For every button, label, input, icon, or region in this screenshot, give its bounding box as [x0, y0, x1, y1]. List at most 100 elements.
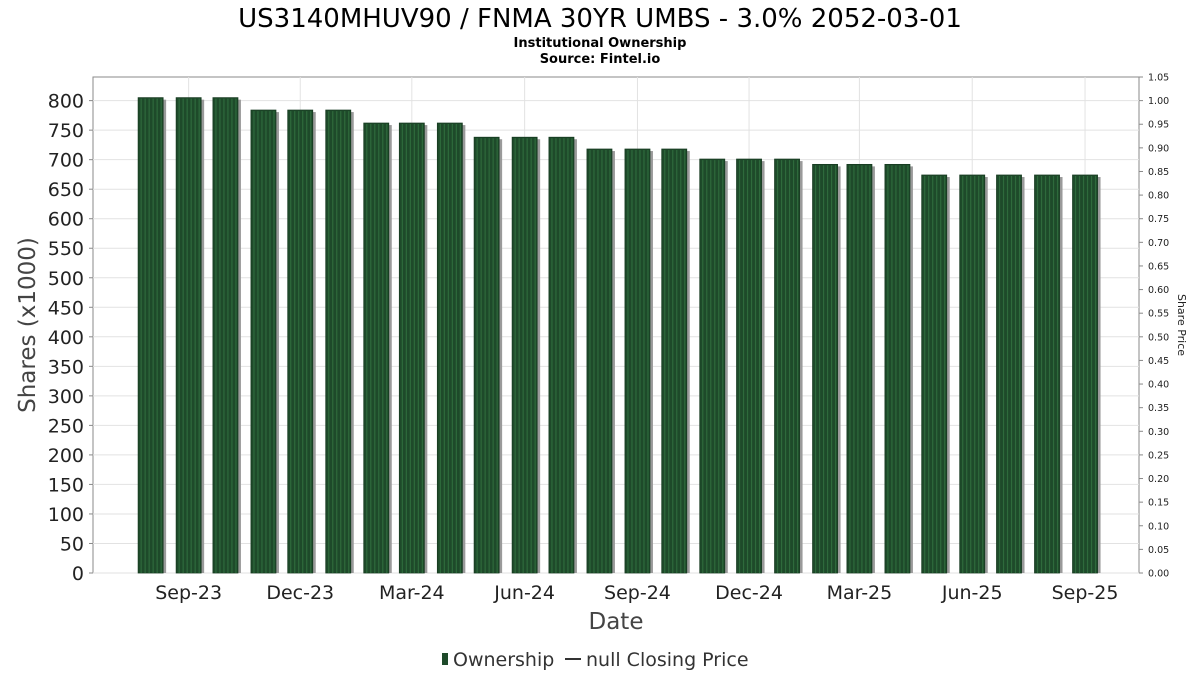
- chart-subtitle-ownership: Institutional Ownership: [514, 36, 687, 51]
- bar: [661, 148, 690, 574]
- y2-tick-label: 1.00: [1148, 96, 1169, 107]
- bar: [846, 163, 875, 574]
- bar: [436, 122, 466, 574]
- x-axis-ticks: Sep-23 Dec-23 Mar-24 Jun-24 Sep-24 Dec-24 Mar-…: [155, 582, 1118, 604]
- y2-axis-ticks: 0.00 0.05 0.10 0.15 0.20 0.25 0.30 0.35 0.40 0.45…: [1139, 73, 1169, 580]
- y-axis-label: Shares (x1000): [15, 237, 41, 413]
- bar-body: [175, 97, 202, 574]
- y2-tick-label: 0.20: [1148, 474, 1169, 485]
- y-tick-label: 350: [48, 356, 84, 378]
- y2-tick-label: 0.70: [1148, 238, 1169, 249]
- y-tick-label: 600: [48, 209, 84, 231]
- y2-tick-label: 0.15: [1148, 498, 1169, 509]
- y2-axis-label: Share Price: [1175, 294, 1188, 356]
- y-tick-label: 50: [60, 533, 84, 555]
- bar: [699, 158, 728, 574]
- bar: [287, 109, 316, 574]
- y2-tick-label: 0.60: [1148, 285, 1169, 296]
- x-tick-label: Mar-24: [379, 582, 445, 604]
- bar-body: [137, 97, 164, 574]
- bar-body: [921, 174, 948, 574]
- y2-tick-label: 0.40: [1148, 380, 1169, 391]
- bar-body: [959, 174, 986, 574]
- bar: [363, 122, 392, 574]
- x-tick-label: Dec-23: [266, 582, 334, 604]
- legend-swatch-ownership: [442, 653, 448, 665]
- bar: [137, 97, 167, 574]
- bar: [511, 136, 541, 574]
- y2-tick-label: 0.05: [1148, 545, 1169, 556]
- bar-body: [250, 109, 277, 574]
- bar-body: [325, 109, 352, 574]
- bar: [624, 148, 653, 574]
- y2-tick-label: 0.65: [1148, 261, 1169, 272]
- bar: [921, 174, 950, 574]
- y-tick-label: 300: [48, 386, 84, 408]
- y-tick-label: 150: [48, 474, 84, 496]
- bar: [1072, 174, 1101, 574]
- bar: [548, 136, 577, 574]
- y-axis-ticks: 0 50 100 150 200 250 300 350 400 450 500 550 600 650 7…: [48, 91, 93, 585]
- bar-body: [846, 163, 873, 574]
- y2-tick-label: 0.55: [1148, 309, 1169, 320]
- bar: [473, 136, 503, 574]
- y2-tick-label: 0.80: [1148, 191, 1169, 202]
- y-tick-label: 750: [48, 120, 84, 142]
- bar: [812, 163, 841, 574]
- y2-tick-label: 0.35: [1148, 403, 1169, 414]
- x-tick-label: Jun-24: [493, 582, 555, 604]
- bar-body: [548, 136, 575, 574]
- bar-body: [212, 97, 239, 574]
- y-tick-label: 500: [48, 268, 84, 290]
- bar: [736, 158, 765, 574]
- bar-body: [473, 136, 500, 574]
- bar: [959, 174, 988, 574]
- y-tick-label: 250: [48, 415, 84, 437]
- bar: [325, 109, 354, 574]
- bar-body: [996, 174, 1022, 574]
- y-tick-label: 800: [48, 91, 84, 113]
- bar-body: [661, 148, 688, 574]
- x-tick-label: Mar-25: [827, 582, 893, 604]
- bar-body: [699, 158, 726, 574]
- bar-body: [812, 163, 838, 574]
- y-tick-label: 100: [48, 504, 84, 526]
- y-tick-label: 0: [72, 563, 84, 585]
- x-tick-label: Jun-25: [941, 582, 1003, 604]
- y2-tick-label: 1.05: [1148, 73, 1169, 84]
- bar-body: [511, 136, 538, 574]
- bar: [996, 174, 1025, 574]
- y2-tick-label: 0.00: [1148, 569, 1169, 580]
- legend-label-closing-price: null Closing Price: [586, 649, 749, 671]
- y-tick-label: 450: [48, 297, 84, 319]
- bar-body: [774, 158, 800, 574]
- bar: [212, 97, 241, 574]
- bar-body: [736, 158, 762, 574]
- x-tick-label: Dec-24: [715, 582, 783, 604]
- bar-body: [436, 122, 463, 574]
- x-tick-label: Sep-24: [604, 582, 671, 604]
- bar-body: [1072, 174, 1098, 574]
- y-tick-label: 650: [48, 179, 84, 201]
- bar-body: [586, 148, 613, 574]
- chart-title: US3140MHUV90 / FNMA 30YR UMBS - 3.0% 205…: [238, 4, 962, 34]
- y2-tick-label: 0.85: [1148, 167, 1169, 178]
- bar: [586, 148, 615, 574]
- bar-body: [398, 122, 425, 574]
- y2-tick-label: 0.25: [1148, 450, 1169, 461]
- x-axis-label: Date: [589, 609, 644, 635]
- y2-tick-label: 0.45: [1148, 356, 1169, 367]
- bar: [774, 158, 803, 574]
- y-tick-label: 200: [48, 445, 84, 467]
- bar-body: [624, 148, 651, 574]
- y2-tick-label: 0.90: [1148, 143, 1169, 154]
- y2-tick-label: 0.50: [1148, 332, 1169, 343]
- bar-body: [287, 109, 314, 574]
- y2-tick-label: 0.10: [1148, 521, 1169, 532]
- y2-tick-label: 0.95: [1148, 120, 1169, 131]
- bar: [250, 109, 279, 574]
- bar: [398, 122, 428, 574]
- y2-tick-label: 0.75: [1148, 214, 1169, 225]
- y2-tick-label: 0.30: [1148, 427, 1169, 438]
